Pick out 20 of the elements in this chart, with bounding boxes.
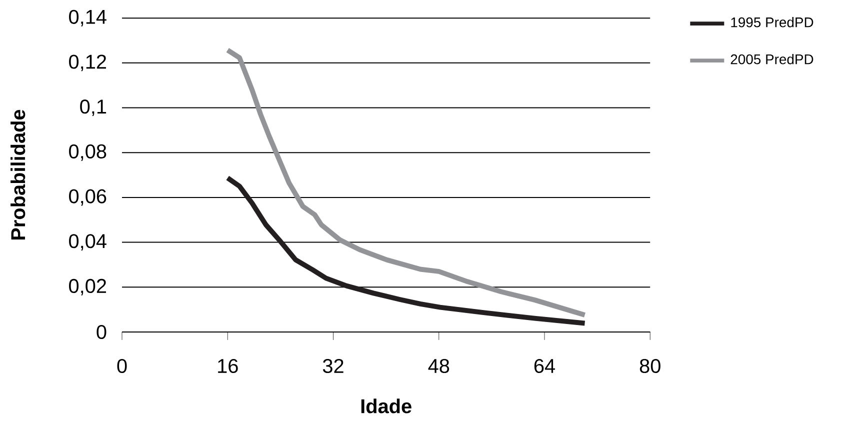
legend-label: 2005 PredPD <box>730 54 814 64</box>
y-tick-label: 0,08 <box>69 144 106 161</box>
x-tick-label: 0 <box>117 358 127 374</box>
legend-label: 1995 PredPD <box>731 17 814 28</box>
y-tick-label: 0,12 <box>69 54 106 72</box>
y-tick-label: 0,02 <box>69 278 106 296</box>
x-tick-label: 64 <box>534 358 555 374</box>
line-series <box>225 175 588 326</box>
y-tick-label: 0,04 <box>69 234 106 251</box>
y-tick-label: 0,14 <box>69 10 106 26</box>
x-tick-label: 48 <box>428 358 450 374</box>
x-tick-label: 80 <box>640 358 660 374</box>
y-tick-label: 0,06 <box>69 189 106 206</box>
line-series <box>225 48 588 318</box>
x-tick-label: 32 <box>322 358 344 374</box>
y-tick-label: 0,1 <box>80 100 106 116</box>
x-tick-label: 16 <box>218 358 238 374</box>
y-tick-label: 0 <box>96 324 106 340</box>
x-axis-title: Idade <box>361 398 412 414</box>
y-axis-title: Probabilidade <box>10 110 26 240</box>
